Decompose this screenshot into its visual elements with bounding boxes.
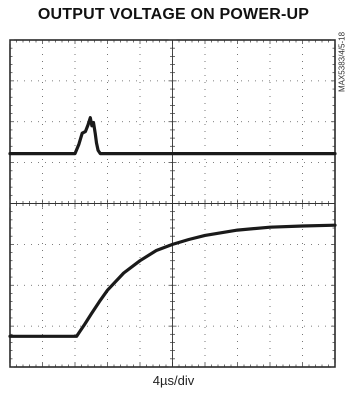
- chart-title: OUTPUT VOLTAGE ON POWER-UP: [37, 6, 310, 23]
- trace-1: [8, 116, 337, 156]
- figure-id-label: MAX5383/4/5-18: [337, 31, 347, 93]
- trace-2: [8, 223, 337, 338]
- grid-layer: [9, 39, 336, 368]
- trace-layer: [8, 116, 337, 338]
- x-axis-label: 4µs/div: [152, 373, 195, 388]
